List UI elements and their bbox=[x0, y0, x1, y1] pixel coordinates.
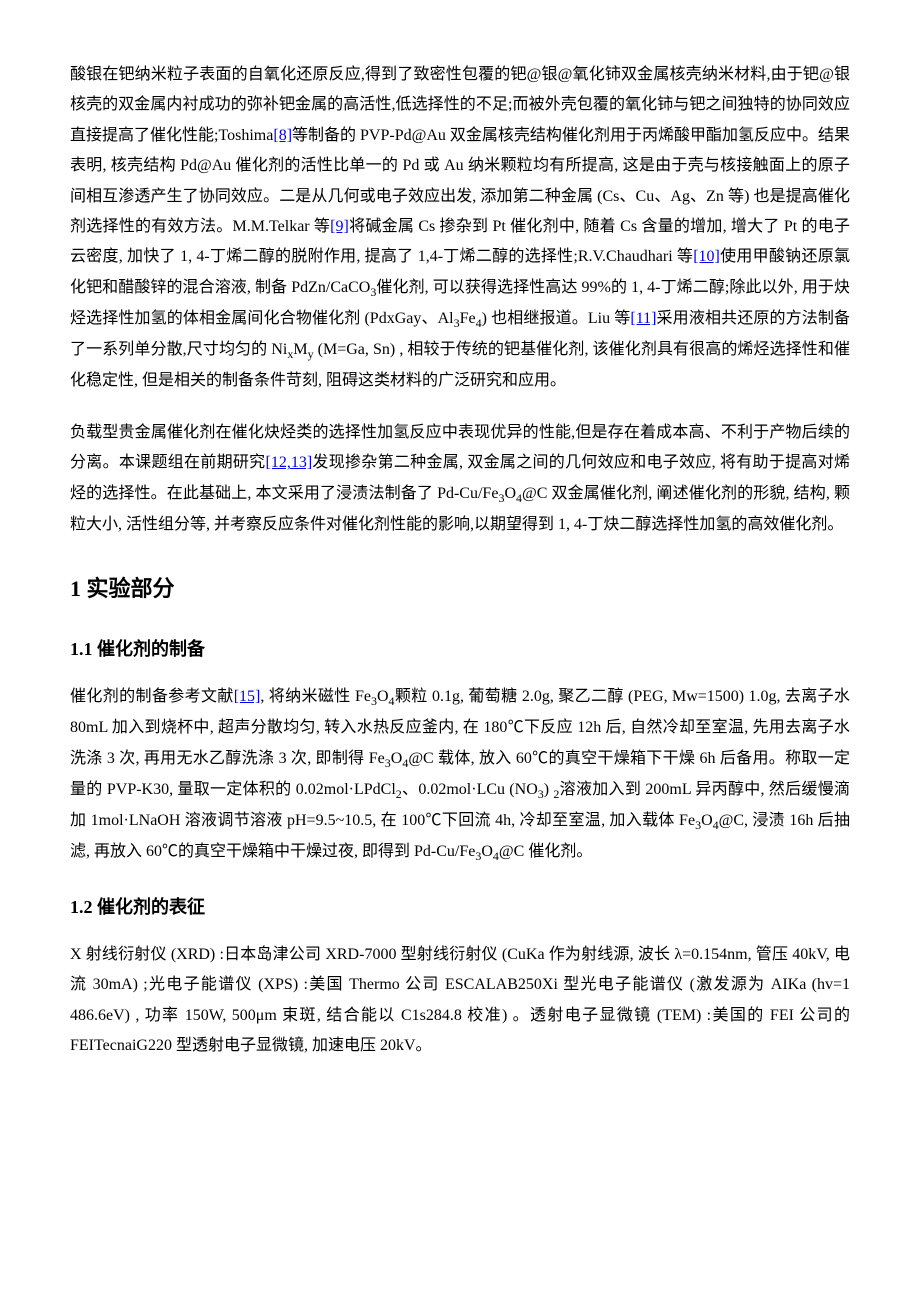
text: @C 催化剂。 bbox=[499, 843, 592, 860]
heading-1-experimental: 1 实验部分 bbox=[70, 568, 850, 610]
text: O bbox=[377, 688, 389, 705]
text: O bbox=[504, 485, 516, 502]
citation-link-11[interactable]: [11] bbox=[630, 310, 656, 327]
text: ) bbox=[544, 781, 554, 798]
paragraph-1: 酸银在钯纳米粒子表面的自氧化还原反应,得到了致密性包覆的钯@银@氧化铈双金属核壳… bbox=[70, 60, 850, 396]
text: O bbox=[701, 812, 713, 829]
text: O bbox=[481, 843, 493, 860]
paragraph-3: 催化剂的制备参考文献[15], 将纳米磁性 Fe3O4颗粒 0.1g, 葡萄糖 … bbox=[70, 682, 850, 867]
heading-1-2-characterization: 1.2 催化剂的表征 bbox=[70, 890, 850, 924]
citation-link-9[interactable]: [9] bbox=[330, 218, 349, 235]
text: ) 也相继报道。Liu 等 bbox=[482, 310, 631, 327]
paragraph-2: 负载型贵金属催化剂在催化炔烃类的选择性加氢反应中表现优异的性能,但是存在着成本高… bbox=[70, 418, 850, 540]
heading-1-1-preparation: 1.1 催化剂的制备 bbox=[70, 632, 850, 666]
text: Fe bbox=[460, 310, 476, 327]
text: X 射线衍射仪 (XRD) :日本岛津公司 XRD-7000 型射线衍射仪 (C… bbox=[70, 946, 850, 1054]
citation-link-8[interactable]: [8] bbox=[273, 127, 292, 144]
citation-link-12-13[interactable]: [12,13] bbox=[265, 454, 312, 471]
text: 、0.02mol·LCu (NO bbox=[402, 781, 538, 798]
text: M bbox=[293, 341, 307, 358]
citation-link-15[interactable]: [15] bbox=[234, 688, 261, 705]
text: O bbox=[391, 750, 403, 767]
text: , 将纳米磁性 Fe bbox=[260, 688, 371, 705]
text: 催化剂的制备参考文献 bbox=[70, 688, 234, 705]
citation-link-10[interactable]: [10] bbox=[693, 248, 720, 265]
paragraph-4: X 射线衍射仪 (XRD) :日本岛津公司 XRD-7000 型射线衍射仪 (C… bbox=[70, 940, 850, 1062]
